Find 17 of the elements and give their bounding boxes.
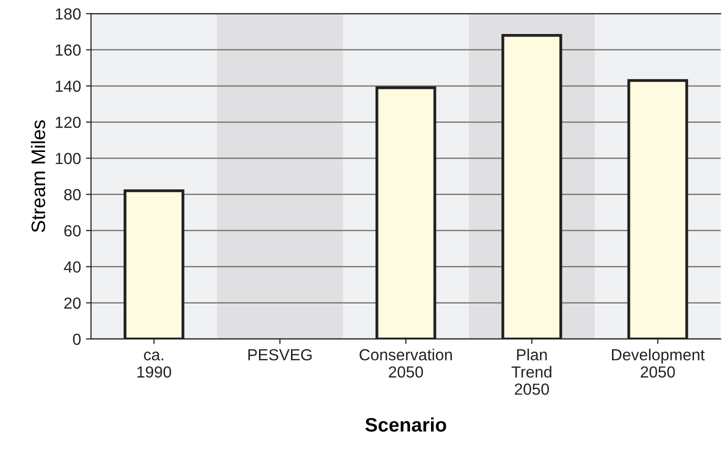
x-tick-label: ca. 1990 — [137, 352, 172, 378]
y-tick-label: 20 — [64, 297, 81, 309]
y-tick-label: 40 — [64, 261, 81, 273]
y-tick-label: 180 — [56, 8, 81, 20]
x-tick-label: PESVEG — [248, 349, 312, 360]
y-tick-label: 100 — [56, 152, 81, 164]
y-tick-label: 0 — [73, 334, 81, 345]
y-tick-label: 160 — [56, 44, 81, 56]
x-tick-label: Plan Trend 2050 — [512, 348, 552, 395]
x-tick-label: Development 2050 — [612, 348, 705, 378]
y-tick-label: 120 — [56, 116, 81, 128]
x-tick-label: Conservation 2050 — [360, 348, 452, 378]
y-axis-title: Stream Miles — [30, 120, 46, 232]
y-tick-label: 140 — [56, 80, 81, 92]
y-tick-label: 80 — [64, 189, 81, 200]
x-axis-title: Scenario — [365, 417, 446, 432]
y-tick-label: 60 — [64, 225, 81, 236]
